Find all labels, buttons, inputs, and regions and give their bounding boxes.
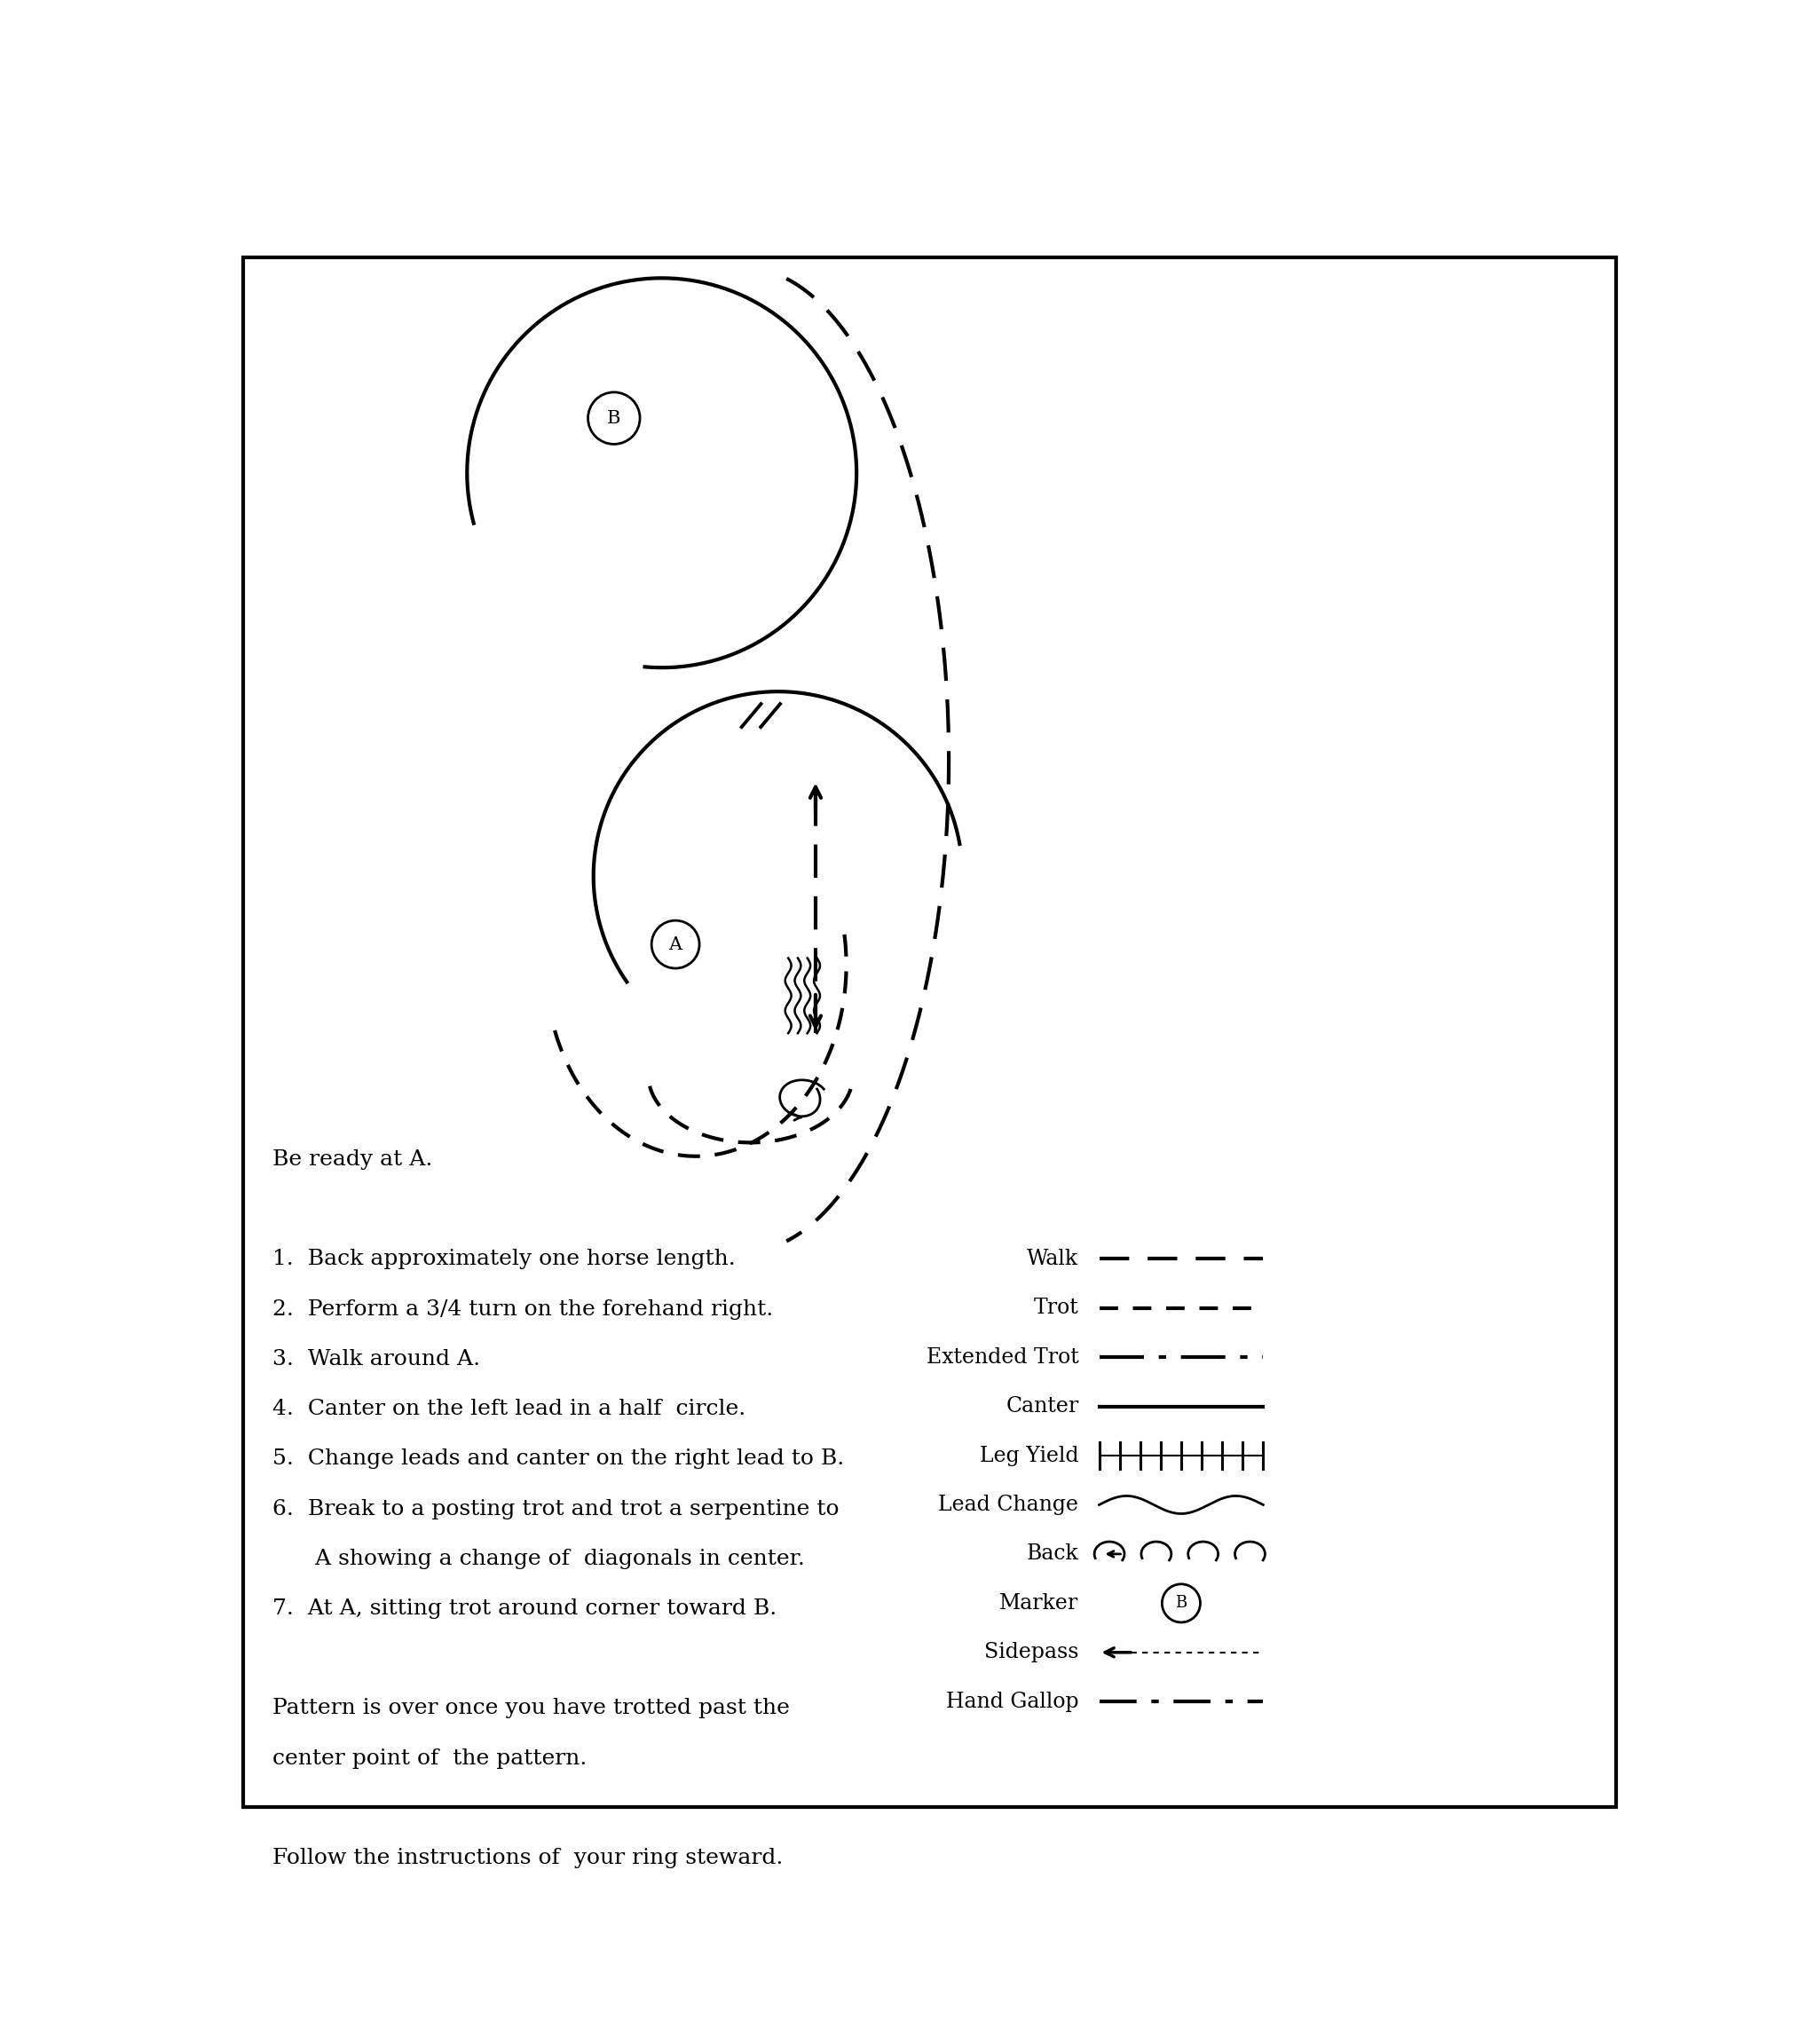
Text: Walk: Walk bbox=[1027, 1249, 1079, 1269]
Text: 5.  Change leads and canter on the right lead to B.: 5. Change leads and canter on the right … bbox=[272, 1449, 844, 1470]
Text: Leg Yield: Leg Yield bbox=[980, 1445, 1079, 1466]
Text: Back: Back bbox=[1027, 1543, 1079, 1564]
Text: Follow the instructions of  your ring steward.: Follow the instructions of your ring ste… bbox=[272, 1848, 784, 1868]
Text: Extended Trot: Extended Trot bbox=[927, 1347, 1079, 1367]
Text: B: B bbox=[1175, 1594, 1186, 1611]
Text: 6.  Break to a posting trot and trot a serpentine to: 6. Break to a posting trot and trot a se… bbox=[272, 1498, 838, 1519]
Text: A showing a change of  diagonals in center.: A showing a change of diagonals in cente… bbox=[272, 1549, 805, 1570]
Text: 1.  Back approximately one horse length.: 1. Back approximately one horse length. bbox=[272, 1249, 735, 1269]
Text: Lead Change: Lead Change bbox=[938, 1494, 1079, 1515]
Text: center point of  the pattern.: center point of the pattern. bbox=[272, 1748, 586, 1768]
Text: 3.  Walk around A.: 3. Walk around A. bbox=[272, 1349, 481, 1369]
Text: 2.  Perform a 3/4 turn on the forehand right.: 2. Perform a 3/4 turn on the forehand ri… bbox=[272, 1300, 773, 1320]
Text: Pattern is over once you have trotted past the: Pattern is over once you have trotted pa… bbox=[272, 1699, 789, 1719]
Text: Be ready at A.: Be ready at A. bbox=[272, 1149, 432, 1169]
Text: Trot: Trot bbox=[1034, 1298, 1079, 1318]
Text: 7.  At A, sitting trot around corner toward B.: 7. At A, sitting trot around corner towa… bbox=[272, 1598, 776, 1619]
Text: Hand Gallop: Hand Gallop bbox=[945, 1690, 1079, 1711]
Text: A: A bbox=[669, 936, 682, 953]
Text: Canter: Canter bbox=[1005, 1396, 1079, 1416]
Text: Sidepass: Sidepass bbox=[985, 1641, 1079, 1662]
Text: 4.  Canter on the left lead in a half  circle.: 4. Canter on the left lead in a half cir… bbox=[272, 1398, 746, 1419]
Text: B: B bbox=[608, 409, 620, 427]
Text: Marker: Marker bbox=[1000, 1592, 1079, 1613]
